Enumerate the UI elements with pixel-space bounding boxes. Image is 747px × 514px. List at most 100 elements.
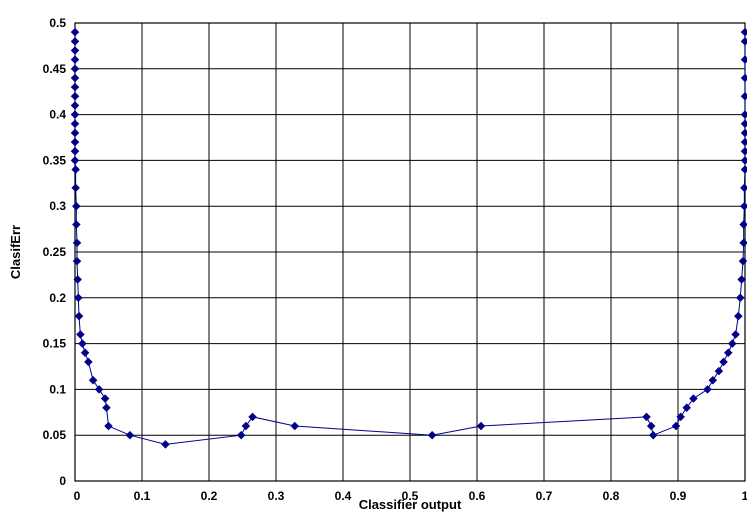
data-point [104,421,113,431]
data-point [100,394,110,403]
data-point [71,220,81,229]
data-point [94,385,104,394]
data-point [740,110,747,119]
data-point [70,101,80,110]
y-axis-title: ClasifErr [8,225,23,279]
data-point [740,119,747,129]
data-point [248,412,257,422]
data-point [70,91,80,101]
data-point [236,430,246,440]
data-point [648,430,658,440]
data-point [70,46,80,55]
x-tick-label: 0 [74,489,81,503]
data-point [646,421,656,431]
y-tick-label: 0.1 [49,382,66,396]
data-point [689,394,698,403]
data-point [70,110,80,119]
data-point [723,348,733,358]
data-point [642,412,651,422]
y-tick-label: 0.5 [49,16,66,30]
data-point [739,220,747,229]
x-tick-label: 0.8 [603,489,620,503]
data-point [70,146,80,156]
tick-labels: 0 0.1 0.2 0.3 0.4 0.5 0.6 0.7 0.8 0.9 1 0 0.05 0.1 0.1… [43,16,747,503]
data-point [708,375,718,385]
x-tick-label: 0.5 [402,489,419,503]
data-point [290,421,300,431]
data-point [71,201,81,211]
y-tick-label: 0.15 [43,337,67,351]
data-point [739,183,747,193]
data-point [740,27,747,37]
data-point [740,73,747,83]
x-tick-label: 0.2 [201,489,218,503]
y-tick-label: 0.4 [49,108,66,122]
data-point [71,165,81,174]
data-point [70,36,80,46]
y-tick-label: 0.05 [43,428,67,442]
data-point [676,412,686,422]
x-tick-label: 0.6 [469,489,486,503]
data-point [740,55,747,64]
data-point [70,156,80,165]
data-point [74,311,84,321]
data-point [70,82,80,92]
data-point [78,339,87,348]
data-point [84,357,93,367]
y-tick-label: 0.45 [43,62,67,76]
data-point [703,385,712,394]
gridlines [74,22,746,482]
data-point [682,403,692,413]
data-point [476,421,486,431]
x-tick-label: 0.7 [536,489,553,503]
x-tick-label: 0.1 [134,489,151,503]
x-tick-label: 0.4 [335,489,352,503]
data-point [733,311,743,321]
data-point [740,128,747,138]
y-tick-label: 0.2 [49,291,66,305]
data-point [161,440,170,449]
data-series [70,27,747,449]
data-point [731,330,740,339]
plot-border [74,22,746,482]
data-point [740,165,747,174]
data-point [72,256,82,266]
data-point [739,238,747,248]
data-point [740,146,747,156]
data-point [73,275,83,284]
data-point [427,430,437,440]
data-point [740,91,747,101]
data-point [738,256,747,266]
data-point [70,128,80,138]
x-tick-label: 1 [742,489,747,503]
data-point [714,366,724,376]
y-tick-label: 0.35 [43,153,67,167]
data-point [80,348,90,358]
y-tick-label: 0 [59,474,66,488]
data-point [72,238,82,248]
data-point [70,119,80,129]
data-point [71,183,81,193]
x-tick-label: 0.3 [268,489,285,503]
data-point [70,55,80,64]
x-tick-label: 0.9 [670,489,687,503]
data-point [76,330,85,339]
data-point [740,36,747,46]
data-point [719,357,728,367]
data-point [740,156,747,165]
data-point [88,375,98,385]
data-point [740,137,747,147]
data-point [70,27,80,37]
y-tick-label: 0.3 [49,199,66,213]
data-point [671,421,681,431]
data-point [735,293,745,303]
data-point [70,137,80,147]
data-point [739,201,747,211]
data-point [727,339,737,348]
data-point [125,430,135,440]
data-point [70,64,80,74]
y-tick-label: 0.25 [43,245,67,259]
data-point [737,275,747,284]
